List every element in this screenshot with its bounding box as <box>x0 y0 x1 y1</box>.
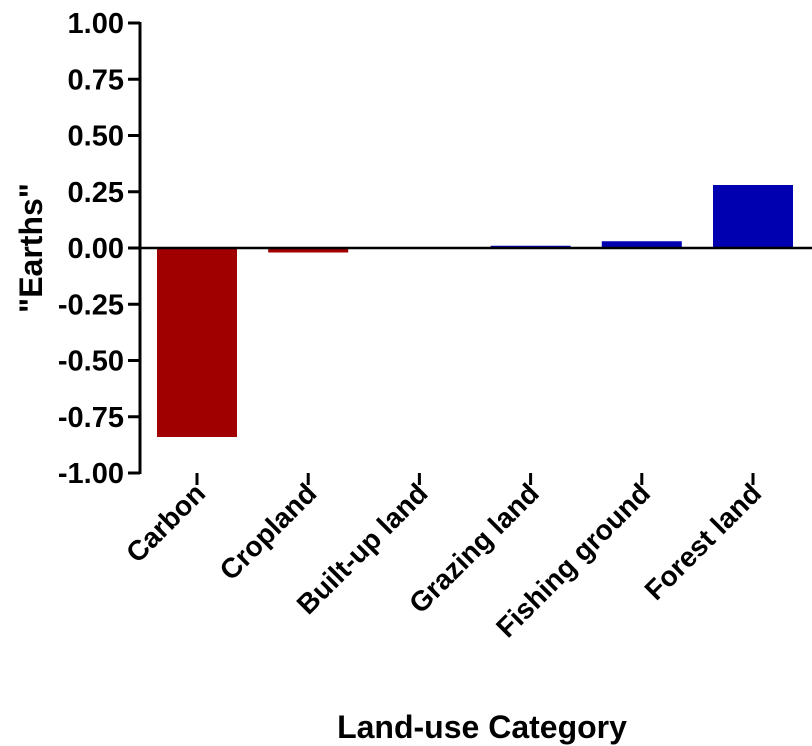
y-tick-label: 0.00 <box>68 233 124 265</box>
y-tick-label: 0.50 <box>68 121 124 153</box>
bars <box>157 185 793 437</box>
y-tick-label: -0.25 <box>58 289 124 321</box>
y-axis: 1.00 0.75 0.50 0.25 0.00 -0.25 -0.50 -0.75 -1.00 <box>58 8 142 490</box>
bar <box>157 248 237 437</box>
x-tick-label: Carbon <box>120 477 211 568</box>
y-tick-label: 0.25 <box>68 177 124 209</box>
bar <box>268 248 349 253</box>
y-tick-label: -0.75 <box>58 402 124 434</box>
x-tick-label: Forest land <box>639 477 768 606</box>
y-axis-title: "Earths" <box>13 183 49 313</box>
bar <box>713 185 793 248</box>
x-axis-title: Land-use Category <box>337 709 627 745</box>
y-tick-label: 0.75 <box>68 64 124 96</box>
y-tick-label: -1.00 <box>58 458 124 490</box>
x-tick-label: Cropland <box>214 477 323 586</box>
y-tick-label: -0.50 <box>58 346 124 378</box>
y-tick-label: 1.00 <box>68 8 124 40</box>
bar <box>601 241 682 248</box>
